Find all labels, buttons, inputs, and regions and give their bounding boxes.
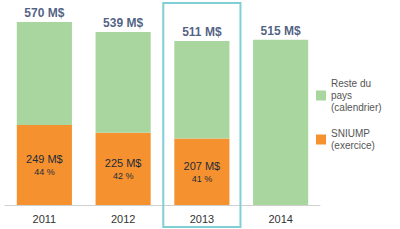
svg-text:2013: 2013: [190, 213, 214, 225]
svg-text:2014: 2014: [268, 213, 292, 225]
svg-text:41 %: 41 %: [192, 174, 213, 184]
svg-text:2011: 2011: [33, 213, 57, 225]
svg-text:SNIUMP: SNIUMP: [331, 128, 373, 139]
svg-text:511 M$: 511 M$: [182, 25, 222, 39]
svg-text:44 %: 44 %: [34, 167, 55, 177]
svg-text:(calendrier): (calendrier): [331, 102, 382, 113]
svg-text:249 M$: 249 M$: [26, 153, 63, 165]
svg-text:207 M$: 207 M$: [184, 160, 221, 172]
svg-text:(exercice): (exercice): [331, 140, 375, 151]
svg-text:570 M$: 570 M$: [24, 6, 64, 20]
svg-text:pays: pays: [331, 90, 355, 101]
svg-text:Reste du: Reste du: [331, 78, 374, 89]
svg-text:225 M$: 225 M$: [105, 157, 142, 169]
svg-text:539 M$: 539 M$: [103, 16, 143, 30]
svg-text:515 M$: 515 M$: [261, 24, 301, 38]
svg-text:42 %: 42 %: [113, 171, 134, 181]
svg-text:2012: 2012: [111, 213, 135, 225]
